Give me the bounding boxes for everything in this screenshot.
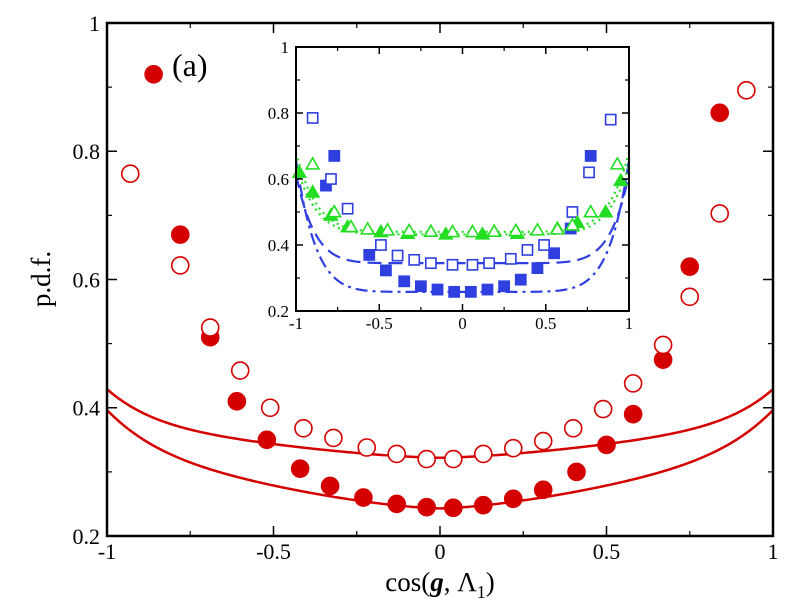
data-point — [418, 499, 435, 516]
data-point — [122, 165, 139, 182]
data-point — [202, 319, 219, 336]
data-point — [535, 433, 552, 450]
panel-label: (a) — [172, 47, 208, 83]
data-point — [416, 281, 426, 291]
x-tick-label: 0.5 — [593, 539, 621, 564]
y-tick-label: 0.6 — [268, 170, 289, 189]
x-tick-label: 0 — [458, 314, 467, 333]
data-point — [228, 393, 245, 410]
data-point — [232, 362, 249, 379]
data-point — [145, 66, 162, 83]
y-tick-label: 1 — [89, 11, 100, 36]
inset-plot: -1 -0.5 0 0.5 1 0.2 0.4 0.6 0.8 1 — [268, 38, 634, 333]
data-point — [292, 460, 309, 477]
data-point — [738, 82, 755, 99]
data-point — [399, 276, 409, 286]
x-tick-label: -0.5 — [366, 314, 393, 333]
y-tick-label: 0.6 — [73, 267, 101, 292]
pdf-chart: -1 -0.5 0 0.5 1 0.2 0.4 0.6 0.8 1 (a) p.d.f. cos(… — [0, 0, 803, 603]
y-tick-label: 1 — [281, 38, 290, 57]
data-point — [466, 287, 476, 297]
data-point — [381, 265, 391, 275]
data-point — [549, 248, 559, 258]
data-point — [445, 499, 462, 516]
data-point — [172, 226, 189, 243]
data-point — [606, 115, 616, 125]
data-point — [392, 250, 402, 260]
data-point — [595, 401, 612, 418]
data-point — [625, 375, 642, 392]
data-point — [567, 207, 577, 217]
data-point — [539, 240, 549, 250]
data-point — [262, 399, 279, 416]
data-point — [598, 436, 615, 453]
data-point — [343, 204, 353, 214]
y-tick-label: 0.2 — [268, 302, 289, 321]
data-point — [295, 420, 312, 437]
data-point — [447, 260, 457, 270]
data-point — [506, 254, 516, 264]
data-point — [532, 263, 542, 273]
data-point — [358, 439, 375, 456]
data-point — [409, 255, 419, 265]
data-point — [308, 113, 318, 123]
data-point — [586, 151, 596, 161]
x-tick-label: 0.5 — [535, 314, 556, 333]
data-point — [418, 451, 435, 468]
y-tick-label: 0.8 — [73, 139, 101, 164]
data-point — [376, 240, 386, 250]
data-point — [449, 287, 459, 297]
data-point — [522, 245, 532, 255]
data-point — [681, 288, 698, 305]
data-point — [475, 497, 492, 514]
data-point — [565, 420, 582, 437]
x-tick-label: -1 — [289, 314, 303, 333]
data-point — [516, 275, 526, 285]
data-point — [467, 260, 477, 270]
data-point — [445, 451, 462, 468]
data-point — [655, 336, 672, 353]
data-point — [258, 431, 275, 448]
data-point — [499, 281, 509, 291]
x-tick-label: 1 — [625, 314, 634, 333]
data-point — [329, 151, 339, 161]
y-tick-label: 0.4 — [73, 396, 101, 421]
x-tick-label: -0.5 — [256, 539, 291, 564]
data-point — [426, 258, 436, 268]
data-point — [568, 463, 585, 480]
x-tick-label: -1 — [98, 539, 116, 564]
data-point — [355, 489, 372, 506]
data-point — [388, 445, 405, 462]
y-axis-label: p.d.f. — [26, 251, 56, 307]
y-tick-label: 0.4 — [268, 236, 290, 255]
data-point — [322, 477, 339, 494]
data-point — [535, 481, 552, 498]
data-point — [326, 174, 336, 184]
data-point — [172, 257, 189, 274]
data-point — [505, 440, 522, 457]
data-point — [505, 490, 522, 507]
x-tick-label: 1 — [768, 539, 779, 564]
x-axis-label: cos(g, Λ1) — [385, 567, 495, 602]
data-point — [482, 284, 492, 294]
data-point — [625, 406, 642, 423]
x-tick-label: 0 — [435, 539, 446, 564]
data-point — [584, 167, 594, 177]
data-point — [364, 250, 374, 260]
inset-plot-background — [296, 47, 629, 311]
data-point — [475, 445, 492, 462]
data-point — [681, 258, 698, 275]
data-point — [325, 429, 342, 446]
y-tick-label: 0.2 — [73, 524, 101, 549]
data-point — [711, 104, 728, 121]
data-point — [388, 495, 405, 512]
data-point — [432, 284, 442, 294]
data-point — [484, 258, 494, 268]
y-tick-label: 0.8 — [268, 104, 289, 123]
data-point — [711, 205, 728, 222]
